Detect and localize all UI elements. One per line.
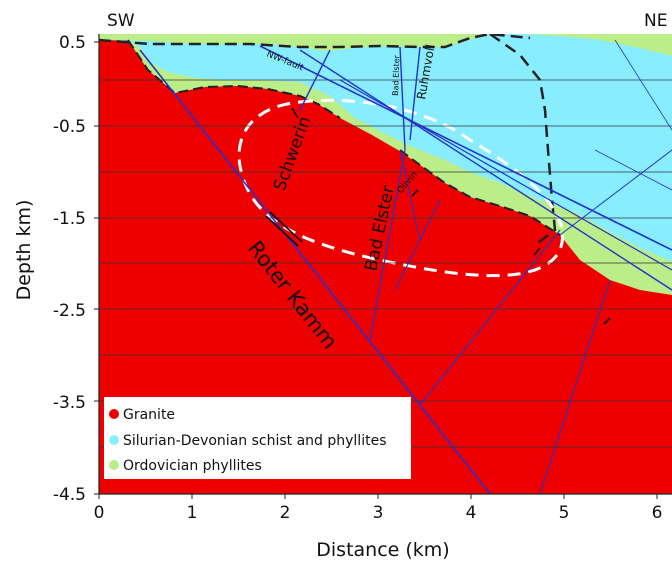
legend-label-granite: Granite <box>123 407 175 423</box>
y-axis-ticks: 0.5 -0.5 -1.5 -2.5 -3.5 -4.5 <box>53 33 86 505</box>
legend-swatch-granite <box>109 409 119 419</box>
x-tick-label: 3 <box>373 503 384 523</box>
schist-boundary-dashed <box>489 34 557 246</box>
granite-contact-line-east <box>399 149 561 236</box>
x-tick-label: 1 <box>187 503 198 523</box>
depth-grid <box>99 79 672 448</box>
x-tick-label: 0 <box>94 503 105 523</box>
x-tick-label: 6 <box>652 503 663 523</box>
y-tick-label: -0.5 <box>53 117 86 137</box>
y-tick-label: -2.5 <box>53 301 86 321</box>
fault-lines <box>139 39 672 494</box>
legend-label-phyllite: Ordovician phyllites <box>123 458 262 474</box>
y-tick-label: -1.5 <box>53 209 86 229</box>
x-tick-label: 4 <box>466 503 477 523</box>
fault-displacement-arrows <box>265 107 611 325</box>
legend-label-schist: Silurian-Devonian schist and phyllites <box>123 433 386 449</box>
y-tick-label: -3.5 <box>53 393 86 413</box>
corner-label-ne: NE <box>644 11 667 31</box>
legend-swatch-schist <box>109 435 119 445</box>
corner-label-sw: SW <box>107 11 135 31</box>
y-tick-label: 0.5 <box>59 33 86 53</box>
fault-label-bad-elster-small: Bad Elster <box>391 54 401 96</box>
y-tick-label: -4.5 <box>53 485 86 505</box>
surface-dashed-line <box>99 34 531 49</box>
x-axis-title: Distance (km) <box>316 539 449 561</box>
y-axis-title: Depth km) <box>13 200 35 301</box>
x-tick-label: 2 <box>280 503 291 523</box>
x-axis-ticks: 0 1 2 3 4 5 6 <box>94 503 663 523</box>
legend-swatch-phyllite <box>109 460 119 470</box>
x-tick-label: 5 <box>559 503 570 523</box>
silurian-devonian-schist-layer <box>99 34 672 262</box>
legend: Granite Silurian-Devonian schist and phy… <box>104 397 411 479</box>
